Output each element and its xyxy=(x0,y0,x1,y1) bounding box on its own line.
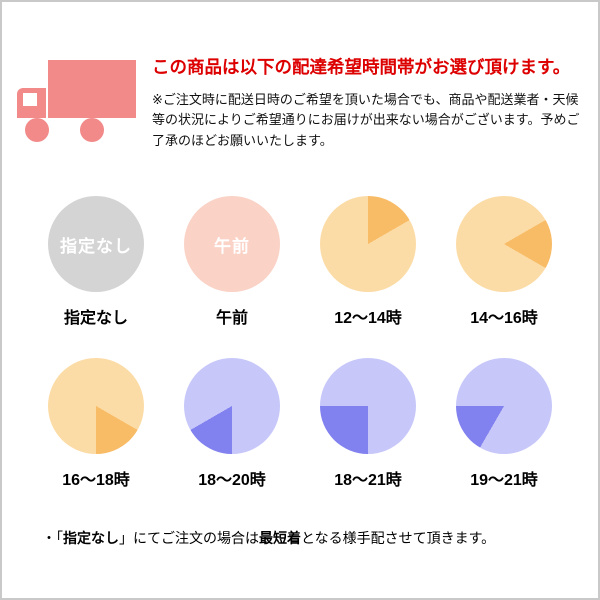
header-title: この商品は以下の配達希望時間帯がお選び頂けます。 xyxy=(152,57,571,77)
clock-inner-label: 指定なし xyxy=(60,236,132,256)
time-slot-label: 16〜18時 xyxy=(62,472,130,489)
time-slot-label: 19〜21時 xyxy=(470,472,538,489)
time-slot-label: 14〜16時 xyxy=(470,310,538,327)
clock-icon-19-21 xyxy=(456,358,552,454)
time-slot-18-21: 18〜21時 xyxy=(300,358,436,490)
truck-front-wheel xyxy=(25,118,49,142)
footer-note: ・「指定なし」にてご注文の場合は最短着となる様手配させて頂きます。 xyxy=(2,528,598,549)
clock-icon-morning: 午前 xyxy=(184,196,280,292)
clock-inner-label: 午前 xyxy=(214,236,250,256)
clock-icon-16-18 xyxy=(48,358,144,454)
time-slot-label: 12〜14時 xyxy=(334,310,402,327)
footer-bold-fastest: 最短着 xyxy=(259,530,301,546)
time-slot-label: 18〜20時 xyxy=(198,472,266,489)
time-slot-18-20: 18〜20時 xyxy=(164,358,300,490)
clock-icon-18-20 xyxy=(184,358,280,454)
time-slot-16-18: 16〜18時 xyxy=(28,358,164,490)
time-slot-12-14: 12〜14時 xyxy=(300,196,436,328)
truck-window-shape xyxy=(23,93,37,106)
clock-icon-12-14 xyxy=(320,196,416,292)
footer-seg: となる様手配させて頂きます。 xyxy=(301,530,496,546)
time-slot-morning: 午前 午前 xyxy=(164,196,300,328)
header-text: この商品は以下の配達希望時間帯がお選び頂けます。 ※ご注文時に配送日時のご希望を… xyxy=(152,52,580,152)
time-slot-grid: 指定なし 指定なし 午前 午前 12〜14時 14〜16時 16〜18時 18〜… xyxy=(2,160,598,490)
clock-icon-14-16 xyxy=(456,196,552,292)
truck-rear-wheel xyxy=(80,118,104,142)
time-slot-label: 指定なし xyxy=(63,310,128,327)
header: この商品は以下の配達希望時間帯がお選び頂けます。 ※ご注文時に配送日時のご希望を… xyxy=(2,2,598,160)
delivery-truck-icon xyxy=(16,58,142,160)
header-note: ※ご注文時に配送日時のご希望を頂いた場合でも、商品や配送業者・天候等の状況により… xyxy=(152,91,580,149)
time-slot-19-21: 19〜21時 xyxy=(436,358,572,490)
time-slot-none: 指定なし 指定なし xyxy=(28,196,164,328)
time-slot-14-16: 14〜16時 xyxy=(436,196,572,328)
clock-icon-none: 指定なし xyxy=(48,196,144,292)
truck-cargo-shape xyxy=(48,60,136,118)
time-slot-label: 午前 xyxy=(215,310,248,327)
clock-icon-18-21 xyxy=(320,358,416,454)
footer-bold-none: 指定なし xyxy=(63,530,119,546)
footer-seg: 」にてご注文の場合は xyxy=(119,530,259,546)
time-slot-label: 18〜21時 xyxy=(334,472,402,489)
footer-seg: ・「 xyxy=(42,530,63,546)
